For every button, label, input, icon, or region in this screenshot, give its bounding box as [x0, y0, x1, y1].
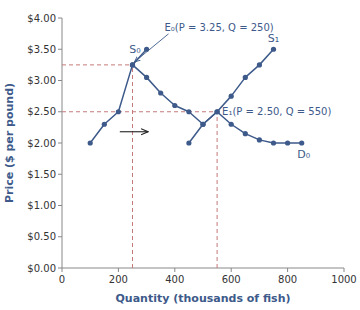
series-point: [144, 47, 149, 52]
series-label: S₀: [129, 43, 141, 56]
axes: 0 200 400 600 800 1000 $0.00 $0.50 $1.00 $1.50 $2.…: [27, 13, 356, 286]
series-point: [215, 109, 220, 114]
series-point: [271, 47, 276, 52]
y-tick: [58, 268, 62, 269]
x-tick-label: 400: [165, 274, 184, 285]
series-line: [90, 49, 146, 143]
x-tick: [174, 268, 175, 272]
series-point: [144, 75, 149, 80]
y-tick-label: $2.50: [27, 106, 56, 117]
series-point: [229, 94, 234, 99]
annotation: E₁(P = 2.50, Q = 550): [222, 106, 331, 117]
x-tick-label: 1000: [331, 274, 356, 285]
annotation: E₀(P = 3.25, Q = 250): [165, 22, 274, 33]
series-point: [271, 140, 276, 145]
series-point: [243, 75, 248, 80]
series-label: S₁: [268, 32, 279, 45]
y-tick-label: $3.50: [27, 44, 56, 55]
series: [186, 47, 276, 146]
series-point: [88, 140, 93, 145]
x-axis-label: Quantity (thousands of fish): [115, 292, 290, 305]
series-point: [158, 90, 163, 95]
series-point: [200, 122, 205, 127]
labels: S₀ D₀ S₁E₀(P = 3.25, Q = 250) E₁(P = 2.50, …: [129, 22, 331, 161]
series-point: [172, 103, 177, 108]
shift-arrow: [120, 131, 148, 132]
x-tick: [287, 268, 288, 272]
series-point: [215, 109, 220, 114]
series-point: [130, 62, 135, 67]
x-tick-label: 0: [59, 274, 65, 285]
y-tick: [58, 111, 62, 112]
y-tick: [58, 205, 62, 206]
y-tick-label: $0.00: [27, 263, 56, 274]
series-point: [116, 109, 121, 114]
x-axis-line: [62, 268, 344, 269]
plot-area: [62, 47, 304, 268]
annotation-arrow: [135, 34, 169, 62]
series-point: [257, 62, 262, 67]
y-tick-label: $3.00: [27, 75, 56, 86]
series-point: [102, 122, 107, 127]
y-axis-label: Price ($ per pound): [3, 83, 16, 203]
series-point: [299, 140, 304, 145]
y-tick: [58, 143, 62, 144]
y-tick-label: $1.50: [27, 169, 56, 180]
y-tick: [58, 174, 62, 175]
series-point: [186, 109, 191, 114]
series: [130, 62, 304, 145]
x-tick: [231, 268, 232, 272]
reference-line-horizontal: [62, 111, 217, 112]
series-point: [130, 62, 135, 67]
reference-line-vertical: [132, 65, 133, 268]
series-label: D₀: [297, 148, 310, 161]
series-point: [243, 131, 248, 136]
y-tick: [58, 80, 62, 81]
x-tick: [62, 268, 63, 272]
series-point: [200, 122, 205, 127]
y-tick-label: $0.50: [27, 231, 56, 242]
x-tick-label: 800: [278, 274, 297, 285]
reference-line-horizontal: [62, 64, 133, 65]
series: [88, 47, 150, 146]
y-tick-label: $2.00: [27, 138, 56, 149]
series-line: [133, 65, 302, 143]
y-tick: [58, 18, 62, 19]
series-point: [186, 140, 191, 145]
x-tick-label: 200: [109, 274, 128, 285]
x-tick-label: 600: [222, 274, 241, 285]
chart: 0 200 400 600 800 1000 $0.00 $0.50 $1.00 $1.50 $2.…: [0, 0, 360, 310]
reference-line-vertical: [217, 112, 218, 268]
y-tick: [58, 49, 62, 50]
x-tick: [118, 268, 119, 272]
series-point: [257, 137, 262, 142]
series-line: [189, 49, 274, 143]
y-tick: [58, 236, 62, 237]
x-tick: [344, 268, 345, 272]
y-tick-label: $1.00: [27, 200, 56, 211]
series-point: [229, 122, 234, 127]
series-point: [285, 140, 290, 145]
y-tick-label: $4.00: [27, 13, 56, 24]
